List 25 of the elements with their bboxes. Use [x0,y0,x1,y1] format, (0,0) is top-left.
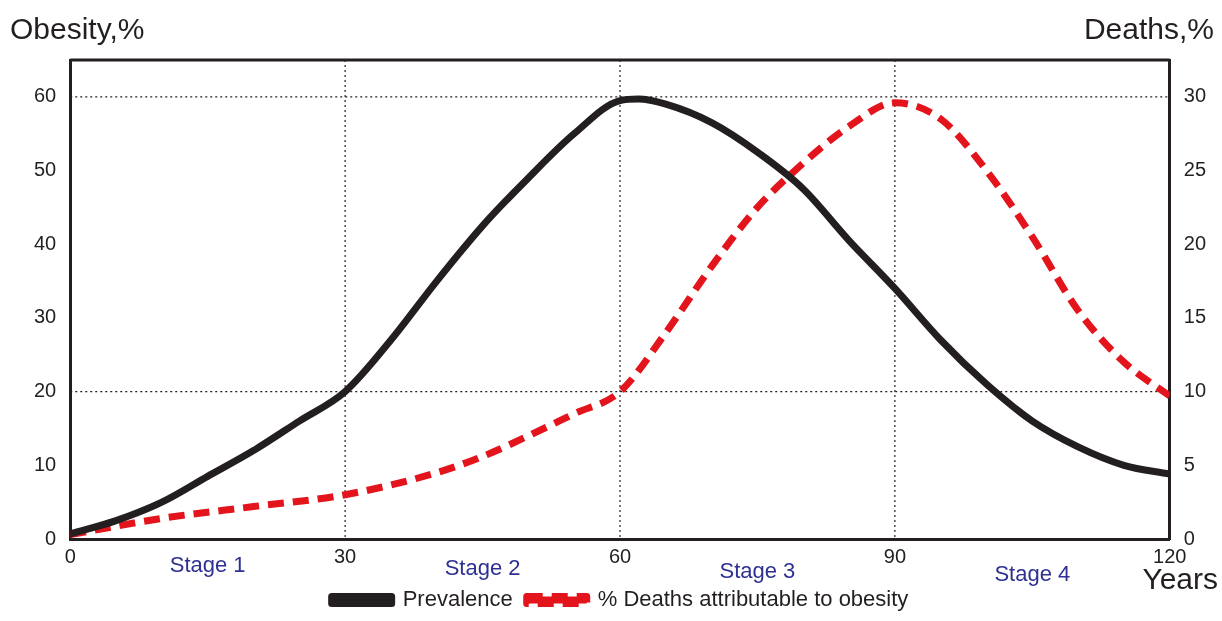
text: Stage 1 [169,552,246,578]
y-tick-label: 20 [34,379,57,402]
text: Stage 2 [444,555,521,581]
x-tick-label: 90 [883,544,906,567]
y-tick-label: 40 [34,231,57,254]
y2-axis-title: Deaths,% [1083,12,1214,46]
y-tick-label: 10 [34,452,57,475]
x-tick-label: 30 [334,544,357,567]
y-tick-label: 60 [34,84,57,107]
y2-tick-label: 15 [1183,305,1206,328]
y2-tick-label: 20 [1183,231,1206,254]
legend-label: % Deaths attributable to obesity [597,586,909,612]
y2-tick-label: 25 [1183,158,1206,181]
legend-label: Prevalence [402,586,513,612]
text: Stage 3 [719,558,796,584]
x-tick-label: 0 [64,544,76,567]
y2-tick-label: 10 [1183,379,1206,402]
y2-tick-label: 5 [1183,452,1195,475]
text: Stage 4 [994,561,1071,587]
x-tick-label: 60 [608,544,632,567]
y-axis-title: Obesity,% [10,12,145,46]
y2-tick-label: 30 [1183,84,1206,107]
y-tick-label: 30 [34,305,57,328]
y-tick-label: 50 [34,158,57,181]
y-tick-label: 0 [45,526,57,549]
